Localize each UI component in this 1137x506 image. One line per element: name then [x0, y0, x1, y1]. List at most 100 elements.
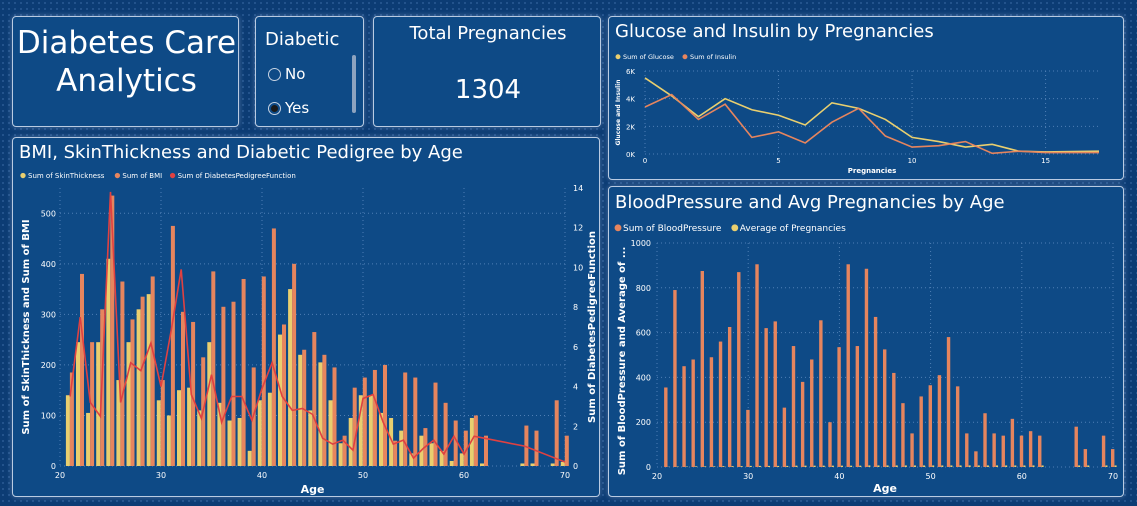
bar-bloodpressure [1111, 449, 1115, 467]
slicer-option-yes[interactable]: Yes [268, 99, 309, 117]
bar-avg-pregnancies [868, 465, 871, 467]
bar-bmi [292, 263, 297, 466]
y2-tick-label: 4 [573, 383, 578, 392]
glucose-chart-title: Glucose and Insulin by Pregnancies [615, 21, 934, 42]
bar-bloodpressure [1074, 426, 1078, 467]
bar-bloodpressure [700, 271, 704, 467]
bar-bloodpressure [1101, 435, 1106, 467]
bar-bmi [322, 354, 327, 466]
y2-axis-label: Sum of DiabetesPedigreeFunction [587, 231, 598, 423]
x-tick-label: 40 [257, 471, 267, 480]
bar-avg-pregnancies [1023, 465, 1026, 467]
bar-bmi [312, 332, 317, 466]
line-insulin [644, 93, 1099, 155]
bar-skinthickness [308, 410, 313, 466]
bar-bmi [524, 425, 529, 466]
bar-avg-pregnancies [768, 465, 771, 467]
x-tick-label: 60 [459, 471, 469, 480]
bar-bmi [282, 324, 286, 466]
bar-skinthickness [257, 400, 262, 466]
bar-bmi [403, 372, 408, 466]
bar-skinthickness [217, 402, 222, 466]
bar-bmi [564, 435, 569, 466]
y-tick-label: 2K [626, 123, 635, 131]
bar-avg-pregnancies [1005, 465, 1008, 467]
bar-skinthickness [116, 380, 121, 466]
x-tick-label: 15 [1041, 157, 1050, 165]
bar-bmi [80, 273, 84, 466]
bar-avg-pregnancies [749, 465, 752, 467]
bar-bmi [181, 311, 185, 466]
x-tick-label: 20 [652, 472, 662, 481]
slicer-scrollbar[interactable] [352, 55, 356, 113]
bar-bmi [463, 430, 468, 466]
x-tick-label: 10 [908, 157, 917, 165]
y-axis-label: Sum of SkinThickness and Sum of BMI [21, 219, 32, 434]
bar-bloodpressure [1019, 435, 1024, 467]
bar-bmi [473, 415, 478, 466]
x-tick-label: 30 [156, 471, 166, 480]
bar-skinthickness [237, 417, 242, 466]
bar-skinthickness [399, 430, 404, 466]
radio-no-icon[interactable] [268, 67, 281, 81]
bar-avg-pregnancies [913, 465, 916, 467]
bar-avg-pregnancies [859, 465, 862, 467]
bar-skinthickness [480, 463, 484, 466]
bar-avg-pregnancies [795, 465, 798, 467]
y-tick-label: 400 [636, 373, 651, 382]
y-tick-label: 0K [626, 151, 635, 159]
bar-skinthickness [368, 395, 373, 466]
bar-bloodpressure [892, 372, 896, 467]
y-axis-label: Sum of BloodPressure and Average of ... [617, 247, 628, 476]
bar-bloodpressure [928, 385, 932, 467]
legend-label: Average of Pregnancies [740, 224, 846, 234]
bar-bloodpressure [1028, 431, 1033, 467]
bar-bmi [191, 321, 196, 466]
legend-label: Sum of BMI [122, 172, 162, 180]
bar-avg-pregnancies [950, 465, 953, 467]
line-diabetespedigree [69, 191, 566, 463]
bar-bmi [231, 301, 236, 466]
bar-bloodpressure [764, 328, 768, 467]
bar-avg-pregnancies [777, 465, 780, 467]
x-tick-label: 5 [776, 157, 780, 165]
bar-skinthickness [379, 412, 383, 466]
bar-skinthickness [96, 342, 101, 466]
bmi-chart-svg: Sum of SkinThickness Sum of BMI Sum of Dia… [20, 172, 598, 496]
slicer-option-no[interactable]: No [268, 65, 305, 83]
y-tick-label: 500 [41, 209, 56, 218]
bar-avg-pregnancies [941, 465, 944, 467]
y2-tick-label: 14 [573, 184, 583, 193]
legend-label: Sum of Glucose [623, 53, 674, 61]
bar-avg-pregnancies [786, 465, 789, 467]
bar-bloodpressure [837, 347, 841, 467]
bar-bloodpressure [718, 341, 723, 467]
radio-yes-icon[interactable] [268, 101, 281, 115]
bar-avg-pregnancies [831, 465, 834, 467]
bar-bmi [383, 364, 387, 466]
bar-bloodpressure [800, 381, 805, 467]
bar-avg-pregnancies [886, 465, 889, 467]
bar-avg-pregnancies [1041, 465, 1044, 467]
bar-skinthickness [177, 390, 181, 466]
bar-skinthickness [389, 417, 394, 466]
bar-avg-pregnancies [932, 465, 935, 467]
legend-marker [114, 172, 121, 179]
slicer-option-yes-label: Yes [285, 99, 310, 117]
bar-skinthickness [560, 461, 565, 466]
dashboard-title-line2: Analytics [56, 63, 197, 99]
bar-skinthickness [86, 412, 91, 466]
bar-bmi [352, 387, 357, 466]
bar-avg-pregnancies [968, 465, 971, 467]
bar-avg-pregnancies [722, 466, 725, 467]
x-axis-label: Pregnancies [848, 167, 897, 175]
bar-bloodpressure [682, 366, 686, 467]
bar-bmi [554, 400, 559, 466]
y2-tick-label: 2 [573, 422, 578, 431]
bar-bloodpressure [1001, 435, 1005, 467]
bar-bloodpressure [974, 451, 978, 467]
legend-label: Sum of DiabetesPedigreeFunction [178, 172, 296, 180]
slicer-option-no-label: No [285, 65, 306, 83]
bar-skinthickness [106, 258, 111, 466]
bar-avg-pregnancies [1014, 465, 1017, 467]
